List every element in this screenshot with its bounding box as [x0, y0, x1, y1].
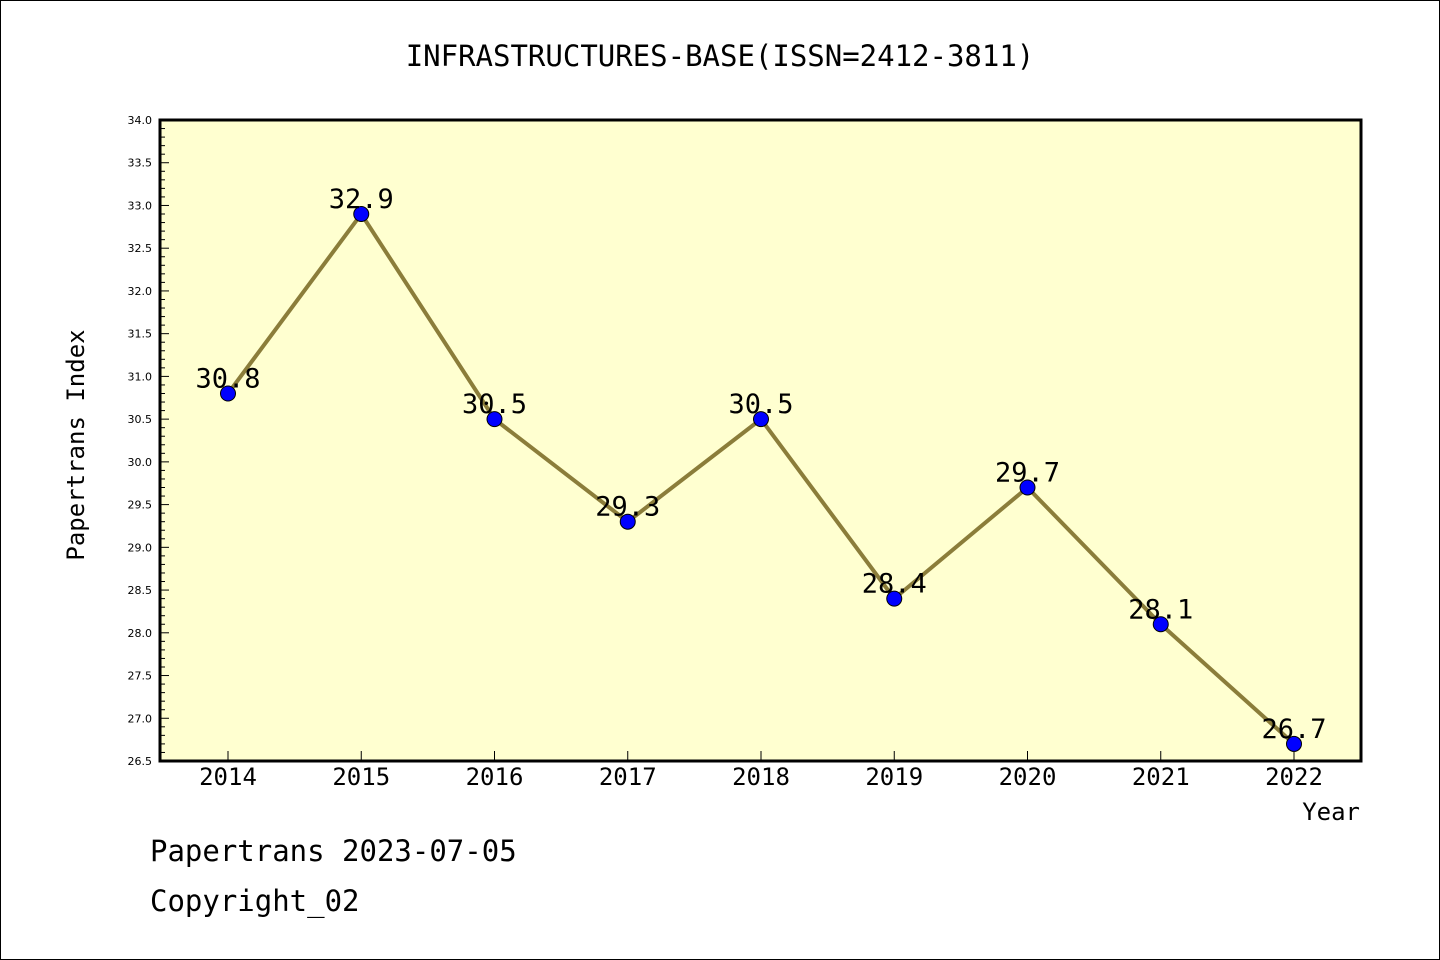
y-tick-label: 28.5: [128, 584, 153, 597]
x-axis-label: Year: [1302, 798, 1360, 826]
y-tick-label: 30.5: [128, 413, 153, 426]
data-label-2017: 29.3: [595, 492, 660, 523]
x-tick-label: 2020: [999, 763, 1057, 791]
data-label-2020: 29.7: [995, 458, 1060, 489]
data-label-2022: 26.7: [1261, 714, 1326, 745]
data-point-2015: [353, 206, 370, 223]
data-point-2022: [1286, 735, 1302, 752]
y-tick-label: 33.5: [128, 157, 153, 170]
data-label-2014: 30.8: [195, 363, 260, 394]
y-axis-label: Papertrans Index: [62, 329, 90, 560]
data-label-2015: 32.9: [329, 184, 394, 215]
chart-title: INFRASTRUCTURES-BASE(ISSN=2412-3811): [406, 39, 1035, 73]
y-tick-label: 28.0: [128, 627, 153, 640]
x-tick-label: 2021: [1132, 763, 1190, 791]
data-point-2021: [1152, 616, 1169, 633]
data-point-2020: [1019, 479, 1036, 496]
y-axis: 26.5 27.0 27.5 28.0 28.5 29.0 29.5 30.0 30.5 31.0…: [128, 114, 169, 768]
data-label-2018: 30.5: [728, 389, 793, 420]
x-tick-label: 2019: [865, 763, 923, 791]
y-tick-label: 32.5: [128, 242, 153, 255]
y-tick-label: 30.0: [128, 456, 153, 469]
x-tick-label: 2017: [599, 763, 657, 791]
data-point-2014: [220, 385, 236, 402]
y-tick-label: 29.0: [128, 541, 153, 554]
x-tick-label: 2018: [732, 763, 790, 791]
data-point-2019: [886, 590, 903, 607]
y-tick-label: 27.0: [128, 712, 153, 725]
data-label-2016: 30.5: [462, 389, 527, 420]
x-tick-label: 2015: [332, 763, 390, 791]
data-point-2018: [753, 411, 769, 428]
x-tick-label: 2022: [1265, 763, 1323, 791]
y-tick-label: 33.0: [128, 199, 153, 212]
y-tick-label: 26.5: [128, 755, 153, 768]
y-tick-label: 29.5: [128, 499, 153, 512]
footer-date: Papertrans 2023-07-05: [150, 834, 517, 868]
data-point-2016: [486, 411, 503, 428]
data-label-2021: 28.1: [1128, 594, 1193, 625]
data-point-2017: [619, 513, 636, 530]
y-tick-label: 27.5: [128, 670, 153, 683]
plot-area: [158, 118, 1363, 763]
x-tick-label: 2016: [466, 763, 524, 791]
data-label-2019: 28.4: [862, 569, 927, 600]
x-tick-label: 2014: [199, 763, 257, 791]
series-markers: [220, 206, 1302, 752]
data-labels: 30.8 32.9 30.5 29.3 30.5 28.4 29.7 28.1 26.7: [195, 184, 1326, 745]
y-tick-label: 34.0: [128, 114, 153, 127]
footer-copyright: Copyright_02: [150, 884, 360, 918]
y-tick-label: 32.0: [128, 285, 153, 298]
x-axis: 2014 2015 2016 2017 2018 2019 2020 2021 2022: [199, 751, 1323, 791]
y-tick-label: 31.5: [128, 328, 153, 341]
y-tick-label: 31.0: [128, 370, 153, 383]
